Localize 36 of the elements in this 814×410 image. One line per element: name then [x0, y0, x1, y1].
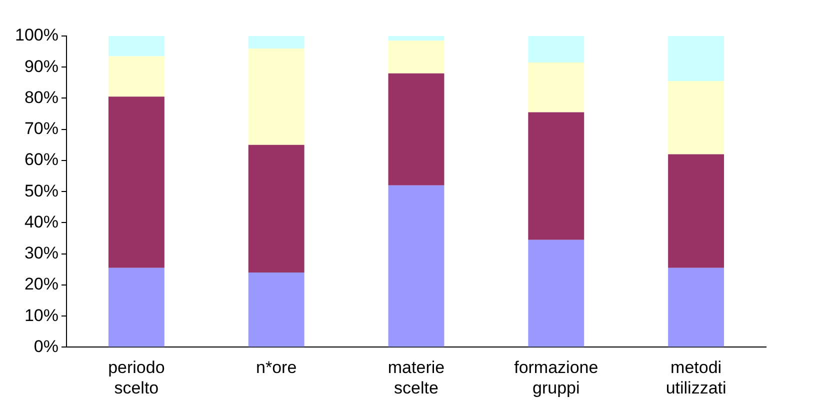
- bar: [108, 268, 164, 347]
- bar: [668, 36, 724, 82]
- y-tick-label: 80%: [24, 88, 58, 107]
- x-tick-label: formazione gruppi: [514, 358, 598, 398]
- bar: [248, 272, 304, 347]
- bar: [668, 154, 724, 268]
- x-tick-label: n*ore: [256, 358, 297, 378]
- bar: [388, 40, 444, 74]
- bar: [528, 112, 584, 240]
- y-tick-label: 30%: [24, 244, 58, 263]
- bar: [108, 36, 164, 56]
- y-tick-label: 60%: [24, 150, 58, 170]
- y-tick-label: 20%: [24, 274, 58, 294]
- x-tick-label: metodi utilizzati: [666, 358, 726, 398]
- bar: [528, 62, 584, 112]
- y-tick-label: 70%: [24, 119, 58, 138]
- bar: [668, 268, 724, 347]
- bar: [388, 185, 444, 347]
- y-tick-label: 100%: [14, 26, 58, 45]
- y-tick-label: 40%: [24, 212, 58, 232]
- bar: [108, 56, 164, 97]
- bar: [108, 96, 164, 268]
- x-tick-label: periodo scelto: [108, 358, 165, 398]
- bar: [668, 81, 724, 154]
- bar: [528, 36, 584, 62]
- bar: [388, 36, 444, 41]
- y-tick-label: 50%: [24, 181, 58, 200]
- bar: [248, 144, 304, 273]
- x-tick-label: materie scelte: [388, 358, 445, 398]
- y-tick-label: 0%: [34, 336, 58, 356]
- bar: [248, 36, 304, 48]
- bar: [388, 73, 444, 186]
- bar: [248, 48, 304, 145]
- y-tick-label: 10%: [24, 306, 58, 325]
- bar: [528, 240, 584, 347]
- y-tick-label: 90%: [24, 56, 58, 76]
